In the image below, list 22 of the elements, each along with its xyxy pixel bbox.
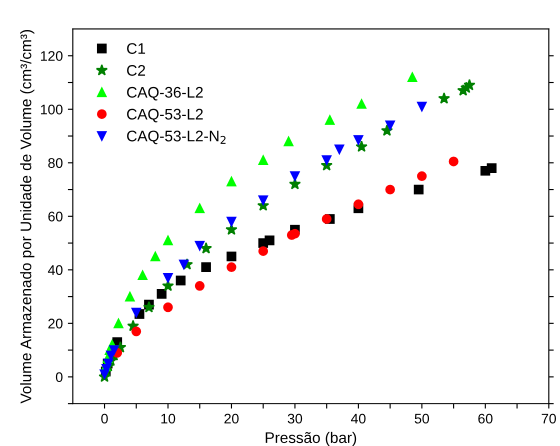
y-tick-label: 20 bbox=[48, 318, 63, 329]
legend-label: CAQ-53-L2-N$_{2}$ bbox=[127, 130, 226, 144]
x-tick-label: 30 bbox=[288, 414, 302, 424]
x-tick-label: 70 bbox=[542, 414, 556, 424]
x-tick-label: 20 bbox=[224, 414, 239, 424]
y-tick-label: 40 bbox=[48, 265, 63, 275]
legend-label: CAQ-53-L2 bbox=[127, 108, 203, 122]
y-tick-label: 100 bbox=[40, 104, 63, 114]
x-tick-label: 50 bbox=[414, 414, 430, 424]
y-tick-label: 120 bbox=[40, 51, 63, 61]
y-tick-label: 0 bbox=[56, 372, 63, 382]
y-tick-label: 60 bbox=[48, 212, 63, 222]
y-axis-title: Volume Armazenado por Unidade de Volume (cm³/cm³) bbox=[20, 30, 34, 404]
x-tick-label: 10 bbox=[161, 414, 176, 424]
legend-label: CAQ-36-L2 bbox=[127, 86, 203, 100]
legend-label: C1 bbox=[127, 43, 146, 54]
x-tick-label: 60 bbox=[478, 414, 493, 424]
x-tick-label: 0 bbox=[101, 414, 108, 424]
x-tick-label: 40 bbox=[350, 414, 366, 424]
legend-label: C2 bbox=[127, 65, 146, 76]
x-axis-title: Pressão (bar) bbox=[266, 432, 356, 446]
y-tick-label: 80 bbox=[48, 158, 63, 168]
